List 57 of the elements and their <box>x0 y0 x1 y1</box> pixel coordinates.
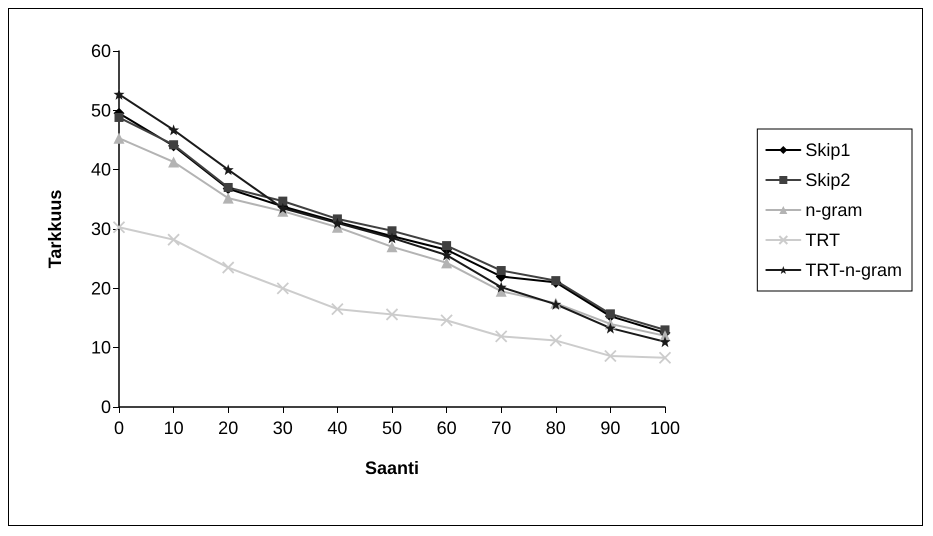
x-tick-label: 90 <box>600 418 620 438</box>
point <box>496 282 507 293</box>
legend-label: TRT-n-gram <box>805 260 902 280</box>
point <box>494 330 508 343</box>
point <box>331 302 344 316</box>
point <box>604 322 616 334</box>
point <box>167 233 180 246</box>
point <box>112 220 126 234</box>
legend-label: Skip2 <box>805 170 850 190</box>
y-tick-label: 30 <box>90 219 111 239</box>
point <box>276 282 290 295</box>
x-tick-label: 10 <box>164 418 184 438</box>
x-axis-title: Saanti <box>364 458 420 478</box>
point <box>168 156 180 168</box>
y-tick-label: 0 <box>100 397 111 417</box>
point <box>441 250 452 261</box>
point <box>386 308 398 321</box>
point <box>114 132 124 144</box>
y-tick-label: 20 <box>90 278 111 298</box>
point <box>168 124 180 136</box>
point <box>388 226 396 236</box>
legend-label: Skip1 <box>805 140 850 160</box>
point <box>660 336 670 348</box>
point <box>442 241 452 250</box>
y-tick-label: 60 <box>90 41 111 61</box>
point <box>441 257 452 268</box>
y-axis-title: Tarkkuus <box>45 190 65 268</box>
point <box>222 261 235 274</box>
legend-label: TRT <box>805 230 840 250</box>
legend-label: n-gram <box>805 200 862 220</box>
point <box>604 350 617 362</box>
point <box>440 314 453 327</box>
x-tick-label: 40 <box>327 418 348 438</box>
point <box>278 196 288 206</box>
point <box>222 192 234 204</box>
x-tick-label: 50 <box>382 418 402 438</box>
point <box>222 164 234 176</box>
point <box>606 309 615 318</box>
point <box>386 241 398 252</box>
x-tick-label: 100 <box>650 418 680 438</box>
x-tick-label: 70 <box>491 418 512 438</box>
point <box>496 266 506 276</box>
point <box>224 182 233 192</box>
point <box>114 112 124 122</box>
x-tick-label: 80 <box>546 418 566 438</box>
x-tick-label: 30 <box>272 418 293 438</box>
x-tick-label: 60 <box>436 418 457 438</box>
point <box>549 334 562 347</box>
y-tick-label: 10 <box>90 338 111 358</box>
y-tick-label: 50 <box>90 100 111 120</box>
x-tick-label: 0 <box>114 418 124 438</box>
point <box>114 88 124 100</box>
point <box>658 351 672 364</box>
point <box>551 276 560 286</box>
x-tick-label: 20 <box>218 418 238 438</box>
point <box>660 325 670 334</box>
y-tick-label: 40 <box>90 160 111 180</box>
